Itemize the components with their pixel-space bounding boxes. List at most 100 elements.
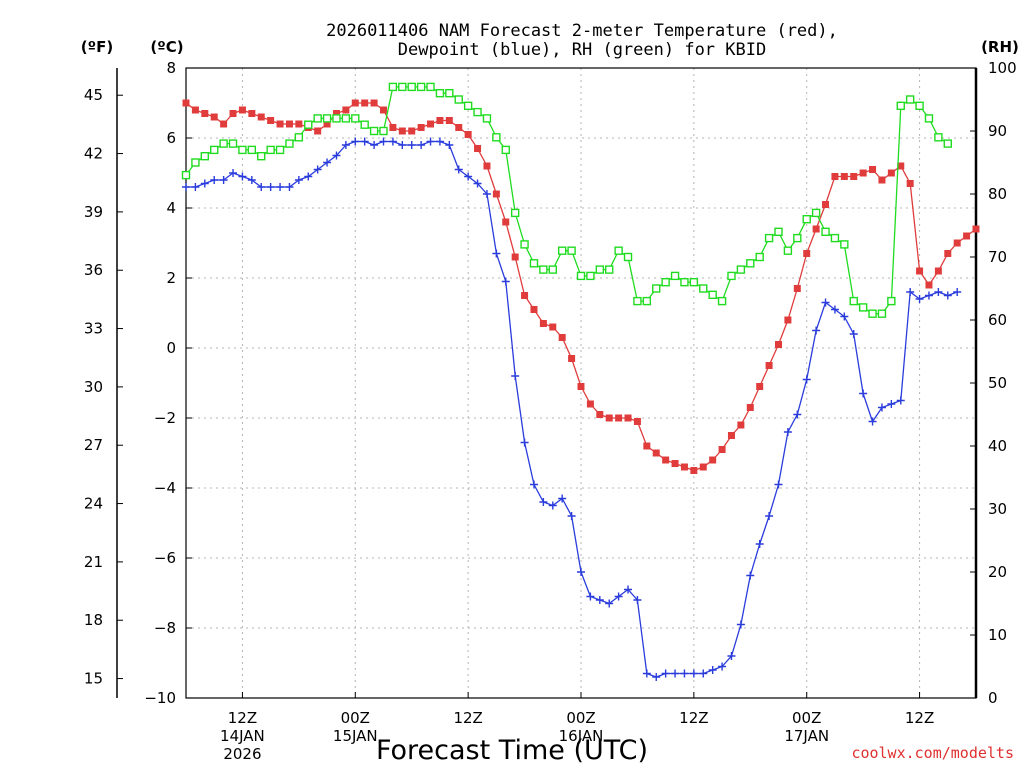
temperature-point <box>887 169 895 177</box>
dewpoint-point <box>812 326 821 335</box>
rh-point <box>605 265 614 274</box>
rh-point <box>717 296 727 306</box>
dewpoint-point <box>934 288 943 296</box>
dewpoint-point <box>266 183 275 191</box>
fahrenheit-tick-label: 42 <box>84 145 103 163</box>
rh-point <box>755 252 764 262</box>
rh-point <box>633 296 642 306</box>
rh-point <box>746 259 755 268</box>
rh-point <box>736 265 746 274</box>
dewpoint-point <box>765 512 774 520</box>
dewpoint-point <box>689 669 698 678</box>
dewpoint-point <box>313 165 322 174</box>
dewpoint-point <box>304 172 313 181</box>
temperature-point <box>549 323 557 331</box>
temperature-point <box>332 110 340 117</box>
rh-point <box>332 114 341 123</box>
rh-point <box>783 246 793 255</box>
dewpoint-point <box>511 372 520 380</box>
dewpoint-point <box>351 137 360 146</box>
dewpoint-point <box>407 141 416 149</box>
time-tick-label: 12Z <box>453 709 482 727</box>
celsius-tick-label: −4 <box>154 479 176 497</box>
dewpoint-point <box>323 158 332 167</box>
fahrenheit-axis-label: (ºF) <box>81 38 113 56</box>
rh-point <box>943 139 952 148</box>
temperature-point <box>643 442 651 450</box>
celsius-tick-label: −10 <box>144 689 176 707</box>
rh-point <box>764 233 774 243</box>
temperature-point <box>539 320 547 327</box>
dewpoint-point <box>238 172 247 181</box>
time-tick-label: 00Z <box>566 709 595 727</box>
dewpoint-point <box>821 298 830 307</box>
temperature-point <box>897 162 905 170</box>
series-dewpoint <box>182 137 962 681</box>
temperature-point <box>295 120 303 128</box>
rh-tick-label: 80 <box>988 185 1007 203</box>
temperature-point <box>511 253 519 261</box>
dewpoint-point <box>473 179 482 188</box>
rh-point <box>304 120 313 129</box>
dewpoint-point <box>285 183 294 191</box>
temperature-point <box>690 467 698 474</box>
temperature-point <box>398 127 406 135</box>
celsius-tick-label: 4 <box>166 199 176 217</box>
rh-point <box>868 309 877 318</box>
rh-tick-label: 30 <box>988 500 1007 518</box>
temperature-point <box>944 250 952 257</box>
dewpoint-point <box>586 592 595 601</box>
temperature-point <box>521 292 529 299</box>
fahrenheit-tick-label: 30 <box>84 378 103 396</box>
temperature-point <box>934 267 942 275</box>
temperature-point <box>596 411 604 418</box>
time-tick-label: 00Z <box>341 709 370 727</box>
time-tick-label: 12Z <box>679 709 708 727</box>
rh-point <box>821 227 830 237</box>
chart-axes <box>116 67 978 699</box>
celsius-tick-label: −2 <box>154 409 176 427</box>
fahrenheit-tick-label: 36 <box>84 261 103 279</box>
celsius-tick-label: −6 <box>154 549 176 567</box>
dewpoint-point <box>652 673 661 681</box>
rh-point <box>680 278 689 287</box>
dewpoint-point <box>219 176 228 184</box>
dewpoint-point <box>708 666 717 674</box>
chart-title-line-2: Dewpoint (blue), RH (green) for KBID <box>398 40 766 60</box>
rh-point <box>482 114 492 123</box>
rh-point <box>849 296 858 306</box>
temperature-point <box>210 113 218 121</box>
rh-point <box>379 126 388 136</box>
dewpoint-point <box>426 137 435 146</box>
temperature-point <box>680 463 688 471</box>
dewpoint-point <box>943 291 952 300</box>
rh-point <box>915 101 924 111</box>
dewpoint-point <box>548 501 557 510</box>
temperature-point <box>784 316 792 324</box>
rh-point <box>191 158 200 167</box>
rh-point <box>510 208 520 218</box>
temperature-point <box>248 110 256 117</box>
chart-title-line-1: 2026011406 NAM Forecast 2-meter Temperat… <box>326 21 838 41</box>
temperature-point <box>408 127 416 135</box>
celsius-axis-label: (ºC) <box>150 38 183 56</box>
rh-point <box>181 170 191 180</box>
dewpoint-point <box>294 176 303 184</box>
celsius-tick-label: −8 <box>154 619 176 637</box>
temperature-point <box>869 166 877 173</box>
dewpoint-point <box>247 176 256 184</box>
temperature-point <box>323 120 331 128</box>
time-tick-label: 12Z <box>905 709 934 727</box>
dewpoint-point <box>229 169 238 177</box>
celsius-tick-label: 6 <box>166 129 176 147</box>
rh-tick-label: 10 <box>988 626 1007 644</box>
dewpoint-point <box>614 592 623 601</box>
rh-point <box>322 114 332 123</box>
rh-point <box>811 208 821 218</box>
dewpoint-point <box>482 190 491 198</box>
rh-point <box>388 82 398 92</box>
temperature-point <box>850 173 858 180</box>
rh-point <box>285 139 294 148</box>
dewpoint-point <box>379 137 388 146</box>
